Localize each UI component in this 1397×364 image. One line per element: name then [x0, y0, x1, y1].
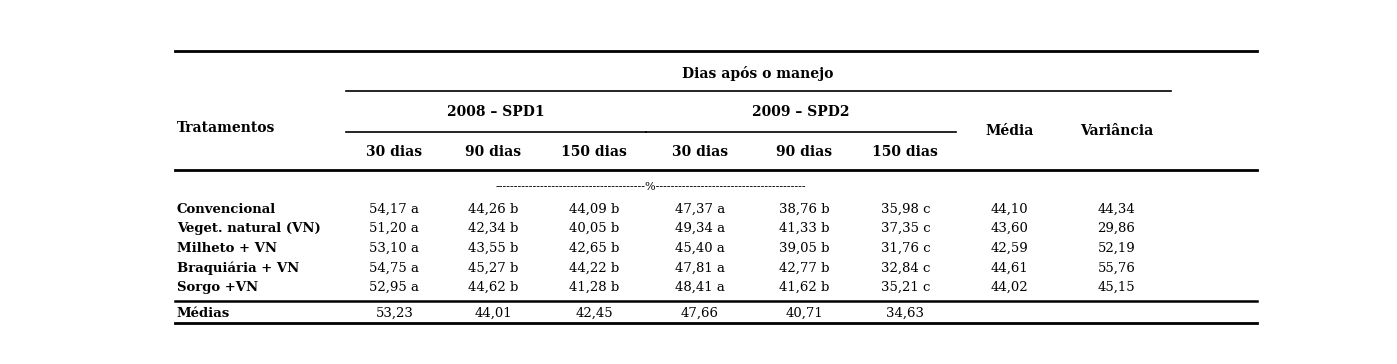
Text: 51,20 a: 51,20 a	[369, 222, 419, 235]
Text: 32,84 c: 32,84 c	[880, 261, 930, 274]
Text: 44,10: 44,10	[990, 202, 1028, 215]
Text: 48,41 a: 48,41 a	[675, 281, 725, 294]
Text: 35,21 c: 35,21 c	[880, 281, 930, 294]
Text: Médias: Médias	[177, 307, 231, 320]
Text: 38,76 b: 38,76 b	[780, 202, 830, 215]
Text: 40,71: 40,71	[785, 307, 823, 320]
Text: 45,40 a: 45,40 a	[675, 242, 725, 255]
Text: 52,95 a: 52,95 a	[369, 281, 419, 294]
Text: 41,62 b: 41,62 b	[780, 281, 830, 294]
Text: 43,60: 43,60	[990, 222, 1028, 235]
Text: Tratamentos: Tratamentos	[177, 121, 275, 135]
Text: 31,76 c: 31,76 c	[880, 242, 930, 255]
Text: 35,98 c: 35,98 c	[880, 202, 930, 215]
Text: 43,55 b: 43,55 b	[468, 242, 518, 255]
Text: 52,19: 52,19	[1098, 242, 1136, 255]
Text: Média: Média	[985, 124, 1034, 138]
Text: 150 dias: 150 dias	[562, 145, 627, 159]
Text: 39,05 b: 39,05 b	[780, 242, 830, 255]
Text: 42,45: 42,45	[576, 307, 613, 320]
Text: 29,86: 29,86	[1098, 222, 1136, 235]
Text: 44,62 b: 44,62 b	[468, 281, 518, 294]
Text: 2008 – SPD1: 2008 – SPD1	[447, 105, 545, 119]
Text: 54,75 a: 54,75 a	[369, 261, 419, 274]
Text: Milheto + VN: Milheto + VN	[177, 242, 277, 255]
Text: Variância: Variância	[1080, 124, 1153, 138]
Text: 44,34: 44,34	[1098, 202, 1136, 215]
Text: 42,77 b: 42,77 b	[780, 261, 830, 274]
Text: 41,28 b: 41,28 b	[569, 281, 619, 294]
Text: Dias após o manejo: Dias após o manejo	[683, 66, 834, 80]
Text: Braquiária + VN: Braquiária + VN	[177, 261, 299, 275]
Text: 42,34 b: 42,34 b	[468, 222, 518, 235]
Text: 42,59: 42,59	[990, 242, 1028, 255]
Text: 90 dias: 90 dias	[465, 145, 521, 159]
Text: 2009 – SPD2: 2009 – SPD2	[752, 105, 849, 119]
Text: 34,63: 34,63	[887, 307, 925, 320]
Text: 45,27 b: 45,27 b	[468, 261, 518, 274]
Text: 40,05 b: 40,05 b	[569, 222, 619, 235]
Text: 55,76: 55,76	[1098, 261, 1136, 274]
Text: 30 dias: 30 dias	[672, 145, 728, 159]
Text: 41,33 b: 41,33 b	[780, 222, 830, 235]
Text: Sorgo +VN: Sorgo +VN	[177, 281, 258, 294]
Text: 44,61: 44,61	[990, 261, 1028, 274]
Text: 47,81 a: 47,81 a	[675, 261, 725, 274]
Text: 53,10 a: 53,10 a	[369, 242, 419, 255]
Text: Veget. natural (VN): Veget. natural (VN)	[177, 222, 320, 235]
Text: 44,09 b: 44,09 b	[569, 202, 619, 215]
Text: 45,15: 45,15	[1098, 281, 1136, 294]
Text: 44,22 b: 44,22 b	[569, 261, 619, 274]
Text: 44,01: 44,01	[474, 307, 511, 320]
Text: 30 dias: 30 dias	[366, 145, 422, 159]
Text: 42,65 b: 42,65 b	[569, 242, 619, 255]
Text: 54,17 a: 54,17 a	[369, 202, 419, 215]
Text: 150 dias: 150 dias	[873, 145, 939, 159]
Text: 37,35 c: 37,35 c	[880, 222, 930, 235]
Text: ----------------------------------------%---------------------------------------: ----------------------------------------…	[496, 182, 806, 191]
Text: 49,34 a: 49,34 a	[675, 222, 725, 235]
Text: 44,26 b: 44,26 b	[468, 202, 518, 215]
Text: 47,37 a: 47,37 a	[675, 202, 725, 215]
Text: 47,66: 47,66	[680, 307, 718, 320]
Text: 53,23: 53,23	[376, 307, 414, 320]
Text: 44,02: 44,02	[990, 281, 1028, 294]
Text: Convencional: Convencional	[177, 202, 277, 215]
Text: 90 dias: 90 dias	[777, 145, 833, 159]
